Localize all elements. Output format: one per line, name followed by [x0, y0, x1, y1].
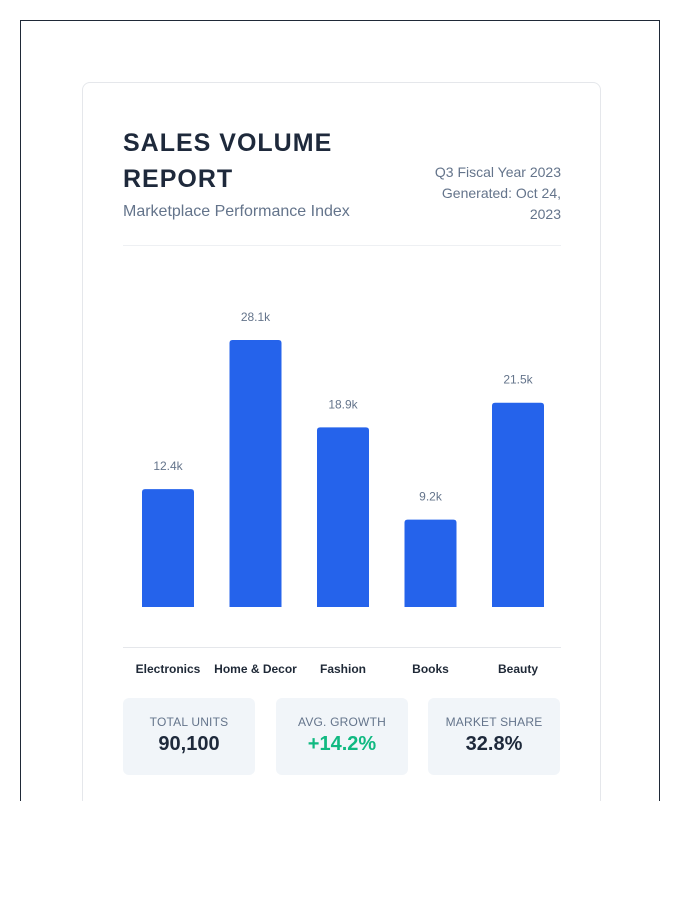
x-tick-label: Electronics: [136, 662, 201, 676]
stat-card-market-share: MARKET SHARE 32.8%: [428, 698, 560, 775]
bar-value-label: 18.9k: [328, 397, 358, 411]
x-tick-label: Beauty: [498, 662, 538, 676]
bar-books: [404, 519, 457, 607]
bar-electronics: [142, 489, 194, 607]
stat-label: MARKET SHARE: [445, 715, 543, 729]
bar-value-label: 28.1k: [241, 310, 271, 324]
bar-chart: 12.4k Electronics 28.1k Home & Decor 18.9k Fa…: [136, 310, 544, 676]
page-frame: SALES VOLUME REPORT Marketplace Performa…: [20, 20, 660, 801]
x-tick-label: Fashion: [320, 662, 366, 676]
stat-card-total-units: TOTAL UNITS 90,100: [123, 698, 255, 775]
bar-beauty: [492, 402, 544, 607]
report-card: SALES VOLUME REPORT Marketplace Performa…: [82, 82, 601, 801]
report-subtitle: Marketplace Performance Index: [123, 203, 350, 220]
stat-value: +14.2%: [307, 733, 377, 755]
bar-fashion: [317, 427, 369, 607]
x-tick-label: Books: [412, 662, 449, 676]
stat-value: 90,100: [158, 733, 220, 755]
bar-value-label: 9.2k: [419, 490, 443, 504]
x-tick-label: Home & Decor: [214, 662, 297, 676]
x-axis-line: [123, 647, 561, 648]
stat-label: AVG. GROWTH: [298, 715, 386, 729]
bar-value-label: 12.4k: [153, 459, 183, 473]
report-title: SALES VOLUME REPORT: [123, 129, 333, 193]
bar-home-decor: [229, 340, 282, 607]
report-meta: Q3 Fiscal Year 2023 Generated: Oct 24, 2…: [421, 162, 561, 225]
bar-value-label: 21.5k: [503, 373, 533, 387]
header-divider: [123, 245, 561, 246]
summary-stats: TOTAL UNITS 90,100 AVG. GROWTH +14.2% MA…: [123, 698, 561, 775]
stat-card-avg-growth: AVG. GROWTH +14.2%: [276, 698, 408, 775]
report-period: Q3 Fiscal Year 2023: [434, 164, 561, 180]
stat-value: 32.8%: [465, 733, 523, 755]
report-generated-date: Generated: Oct 24, 2023: [441, 185, 561, 222]
stat-label: TOTAL UNITS: [149, 715, 229, 729]
